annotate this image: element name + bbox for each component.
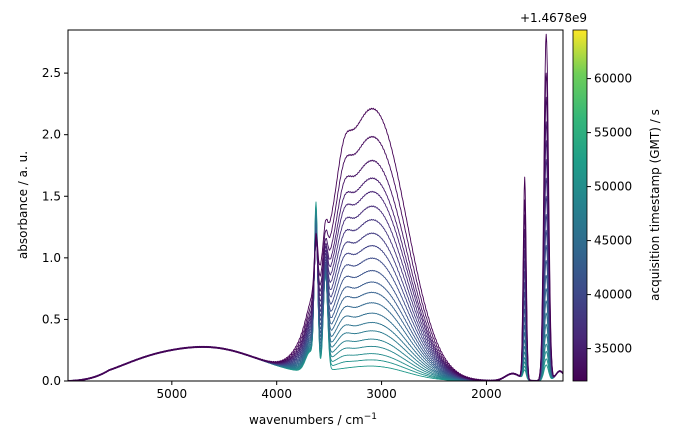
y-tick-label: 1.5 bbox=[42, 189, 61, 203]
colorbar-offset-text: +1.4678e9 bbox=[520, 11, 587, 25]
spectrum-line bbox=[68, 33, 563, 381]
x-tick-label: 2000 bbox=[471, 387, 502, 401]
colorbar-tick-label: 45000 bbox=[594, 234, 632, 248]
x-tick-label: 5000 bbox=[157, 387, 188, 401]
y-tick-label: 0.0 bbox=[42, 374, 61, 388]
colorbar-tick-label: 50000 bbox=[594, 180, 632, 194]
colorbar-label: acquisition timestamp (GMT) / s bbox=[648, 109, 662, 301]
plot-area-frame bbox=[67, 29, 564, 382]
y-tick-label: 1.0 bbox=[42, 251, 61, 265]
colorbar-tick-label: 55000 bbox=[594, 126, 632, 140]
spectrum-line bbox=[68, 231, 563, 381]
spectra-series bbox=[68, 33, 563, 381]
y-tick-label: 2.5 bbox=[42, 66, 61, 80]
y-tick-label: 0.5 bbox=[42, 312, 61, 326]
colorbar-tick-label: 35000 bbox=[594, 342, 632, 356]
colorbar-tick-label: 60000 bbox=[594, 72, 632, 86]
spectrum-line bbox=[68, 159, 563, 381]
y-axis-label: absorbance / a. u. bbox=[16, 151, 30, 259]
y-tick-label: 2.0 bbox=[42, 128, 61, 142]
y-axis: 0.0 0.5 1.0 1.5 2.0 2.5 bbox=[42, 66, 68, 388]
x-axis-label: wavenumbers / cm−1 bbox=[249, 412, 377, 427]
x-axis: 5000 4000 3000 2000 bbox=[157, 381, 502, 401]
colorbar-axis: 35000 40000 45000 50000 55000 60000 bbox=[587, 72, 632, 356]
colorbar bbox=[572, 29, 588, 382]
colorbar-tick-label: 40000 bbox=[594, 288, 632, 302]
x-tick-label: 4000 bbox=[261, 387, 292, 401]
spectrum-line bbox=[68, 140, 563, 381]
x-tick-label: 3000 bbox=[366, 387, 397, 401]
